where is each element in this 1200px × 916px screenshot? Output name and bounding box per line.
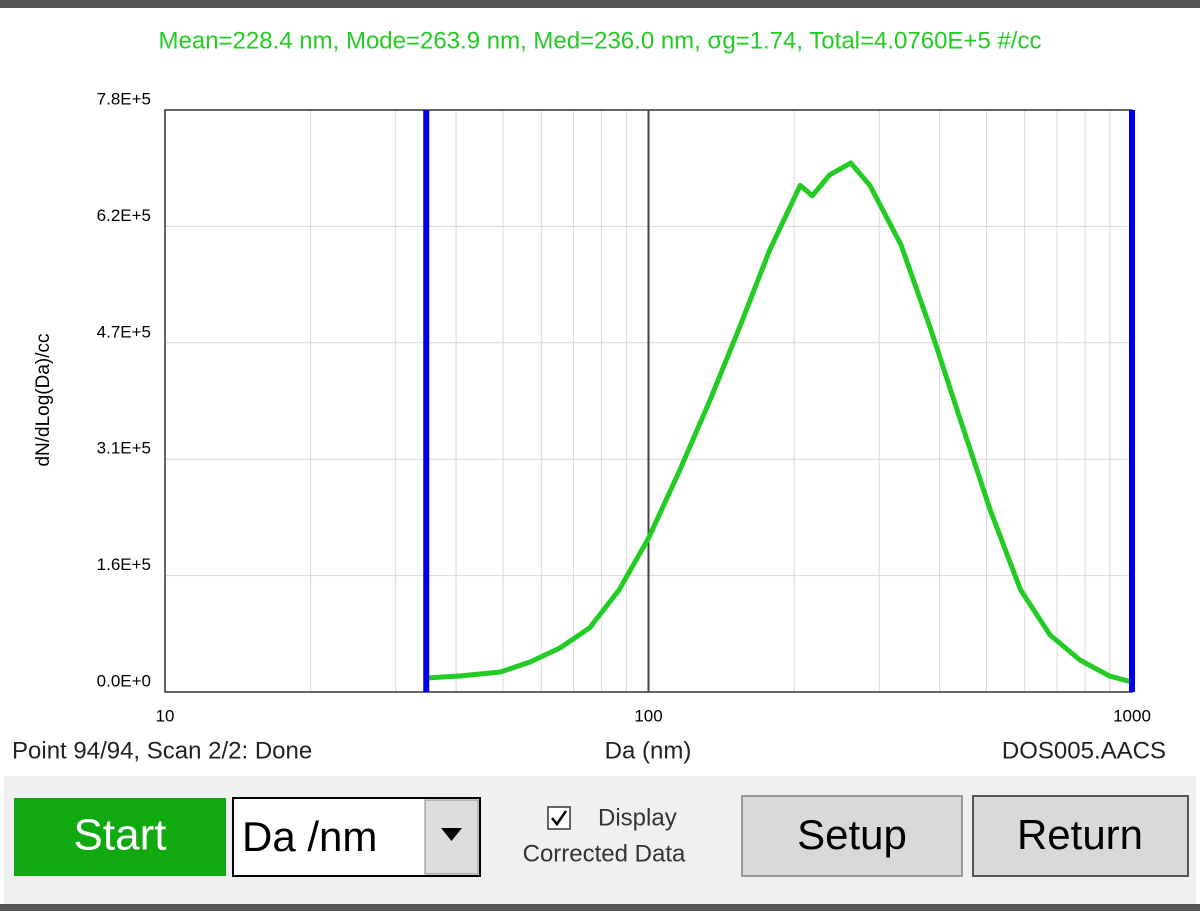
checkmark <box>551 810 568 827</box>
y-tick-label: 0.0E+0 <box>97 671 151 690</box>
y-tick-label: 4.7E+5 <box>97 322 151 341</box>
y-axis-label: dN/dLog(Da)/cc <box>33 333 54 466</box>
x-tick-label: 100 <box>634 706 662 725</box>
bottom-border <box>0 904 1200 911</box>
checkbox[interactable] <box>547 806 571 830</box>
chart-panel <box>4 8 1196 774</box>
dropdown-arrow <box>441 828 462 841</box>
top-border <box>0 0 1200 8</box>
x-tick-label: 1000 <box>1113 706 1151 725</box>
start-button[interactable] <box>14 798 226 876</box>
size-distribution-line <box>426 160 1133 685</box>
x-axis-label: Da (nm) <box>605 737 692 764</box>
return-label: Return <box>1017 811 1143 858</box>
setup-label: Setup <box>797 811 907 858</box>
y-tick-label: 7.8E+5 <box>97 89 151 108</box>
start-label: Start <box>74 811 167 860</box>
plot: 0.0E+0 1.6E+5 3.1E+5 4.7E+5 6.2E+5 7.8E+5 10 10… <box>97 89 1151 725</box>
chart-title: Mean=228.4 nm, Mode=263.9 nm, Med=236.0 … <box>159 27 1042 54</box>
setup-button[interactable] <box>741 795 963 877</box>
checkbox-label-1: Display <box>598 804 677 831</box>
status-text: Point 94/94, Scan 2/2: Done <box>12 737 312 764</box>
file-name: DOS005.AACS <box>1002 737 1166 764</box>
y-tick-label: 3.1E+5 <box>97 439 151 458</box>
return-button[interactable] <box>972 795 1189 877</box>
y-tick-label: 1.6E+5 <box>97 555 151 574</box>
checkbox-label-2: Corrected Data <box>523 840 686 867</box>
dropdown-value: Da /nm <box>242 813 377 860</box>
x-tick-label: 10 <box>156 706 175 725</box>
y-tick-label: 6.2E+5 <box>97 206 151 225</box>
